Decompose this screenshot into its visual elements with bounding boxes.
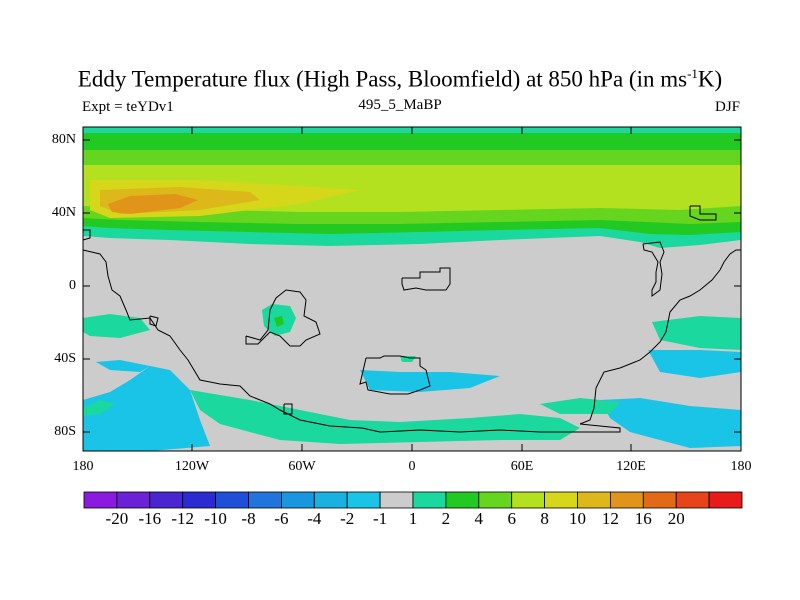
indian-blue-patch <box>360 370 500 392</box>
so-blue-west <box>83 366 210 451</box>
east-blue-patch <box>648 350 741 378</box>
coastlines <box>82 205 741 433</box>
lon-tick-label: 60W <box>288 459 316 474</box>
colorbar-label: 12 <box>601 509 619 528</box>
lat-tick-label: 40N <box>51 205 76 220</box>
so-blue-west-light <box>83 400 115 416</box>
colorbar-label: -2 <box>340 509 355 528</box>
lat-tick-label: 40S <box>54 351 76 366</box>
lat-tick-label: 80N <box>51 132 76 147</box>
lon-tick-label: 0 <box>408 459 416 474</box>
east-green-patch <box>652 316 741 350</box>
colorbar-label: 10 <box>569 509 586 528</box>
plot-title: Eddy Temperature flux (High Pass, Bloomf… <box>77 66 723 92</box>
nh-band-orange <box>108 194 198 214</box>
colorbar-label: 2 <box>441 509 451 528</box>
far-east-blue-patch <box>600 398 741 448</box>
colorbar-label: 6 <box>507 509 516 528</box>
lon-tick-label: 180 <box>72 459 94 474</box>
run-label: 495_5_MaBP <box>358 97 442 113</box>
colorbar-label: 1 <box>408 509 418 528</box>
colorbar-label: -6 <box>274 509 289 528</box>
lat-tick-label: 0 <box>69 278 76 293</box>
sa-green-core <box>274 316 284 327</box>
colorbar-label: -4 <box>307 509 322 528</box>
colorbar-label: 8 <box>540 509 549 528</box>
colorbar-label: -12 <box>171 509 195 528</box>
lat-tick-label: 80S <box>54 424 76 439</box>
colorbar-label: -8 <box>241 509 256 528</box>
so-green-sw <box>540 398 620 414</box>
lon-tick-label: 120E <box>616 459 646 474</box>
west-blue-patch <box>96 360 150 372</box>
season-label: DJF <box>714 99 740 115</box>
colorbar-label: -1 <box>373 509 388 528</box>
colorbar-label: 16 <box>634 509 652 528</box>
colorbar-label: 20 <box>667 509 685 528</box>
colorbar-label: 4 <box>474 509 484 528</box>
tick-marks <box>83 127 741 451</box>
colorbar-label: -20 <box>105 509 129 528</box>
lon-tick-label: 180 <box>730 459 752 474</box>
lon-tick-label: 60E <box>510 459 534 474</box>
lon-tick-label: 120W <box>174 459 210 474</box>
colorbar-label: -16 <box>138 509 162 528</box>
colorbar-label: -10 <box>204 509 227 528</box>
experiment-label: Expt = teYDv1 <box>82 99 174 115</box>
